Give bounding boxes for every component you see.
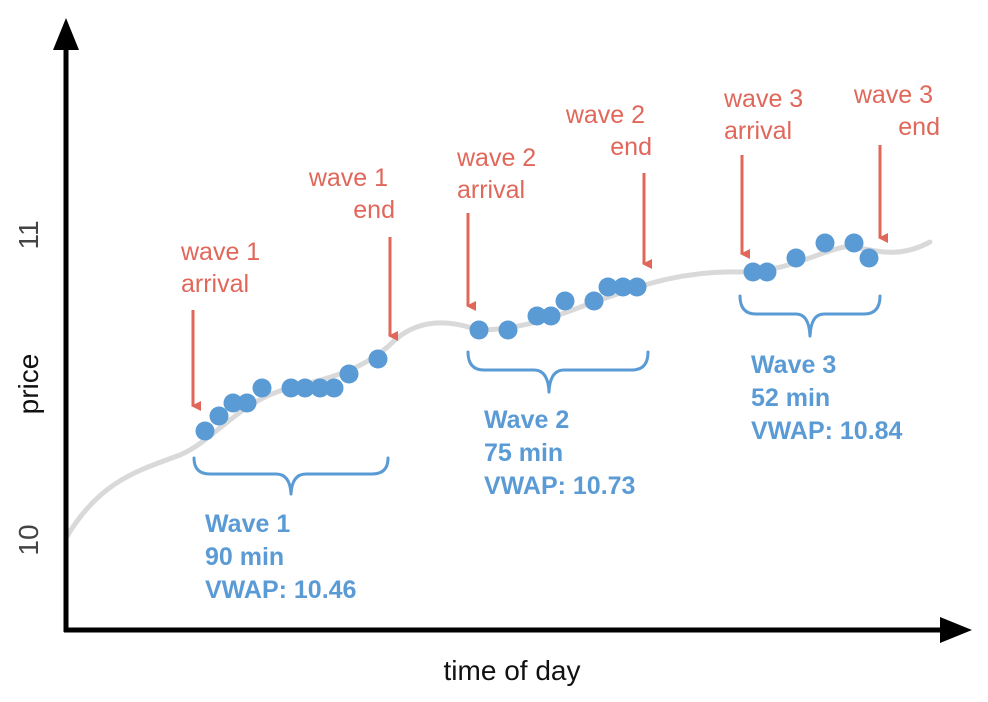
trade-dot: [527, 306, 547, 326]
wave-2-arrival-label: wave 2 arrival: [456, 144, 543, 204]
trade-dot: [743, 262, 763, 282]
y-axis-arrowhead: [53, 18, 79, 50]
trade-dot: [252, 378, 272, 398]
trade-dot: [584, 291, 604, 311]
wave-1-arrival-label: wave 1 arrival: [180, 238, 267, 298]
y-tick-label-10: 10: [13, 524, 44, 555]
trade-dot: [310, 378, 330, 398]
wave-3-brace: [738, 294, 882, 338]
trade-dot: [223, 393, 243, 413]
trade-dot: [324, 378, 344, 398]
trade-dot: [859, 248, 879, 268]
trade-dot: [844, 233, 864, 253]
wave-3-summary: Wave 3 52 min VWAP: 10.84: [751, 351, 903, 445]
trade-dots: [195, 233, 879, 441]
trade-dot: [757, 262, 777, 282]
x-axis-label: time of day: [444, 655, 581, 686]
trade-dot: [598, 277, 618, 297]
trade-dot: [368, 349, 388, 369]
wave-3-end-label: wave 3 end: [853, 81, 940, 141]
trade-dot: [627, 277, 647, 297]
y-axis-label: price: [13, 354, 44, 415]
wave-1-end-label: wave 1 end: [308, 164, 395, 224]
wave-1-summary: Wave 1 90 min VWAP: 10.46: [205, 510, 356, 604]
trade-dot: [815, 233, 835, 253]
y-tick-label-11: 11: [13, 220, 44, 249]
trade-dot: [786, 248, 806, 268]
trade-dot: [295, 378, 315, 398]
trade-dot: [339, 364, 359, 384]
wave-1-brace: [192, 456, 390, 496]
x-axis-arrowhead: [940, 617, 972, 643]
wave-2-summary: Wave 2 75 min VWAP: 10.73: [484, 406, 635, 500]
trade-dot: [209, 406, 229, 426]
wave-2-brace: [466, 350, 650, 394]
trade-dot: [555, 291, 575, 311]
trade-dot: [195, 421, 215, 441]
trade-dot: [541, 306, 561, 326]
trade-dot: [613, 277, 633, 297]
wave-2-end-label: wave 2 end: [565, 101, 652, 161]
trade-dot: [281, 378, 301, 398]
trade-dot: [237, 393, 257, 413]
trade-dot: [469, 320, 489, 340]
trade-dot: [498, 320, 518, 340]
wave-3-arrival-label: wave 3 arrival: [723, 85, 810, 145]
